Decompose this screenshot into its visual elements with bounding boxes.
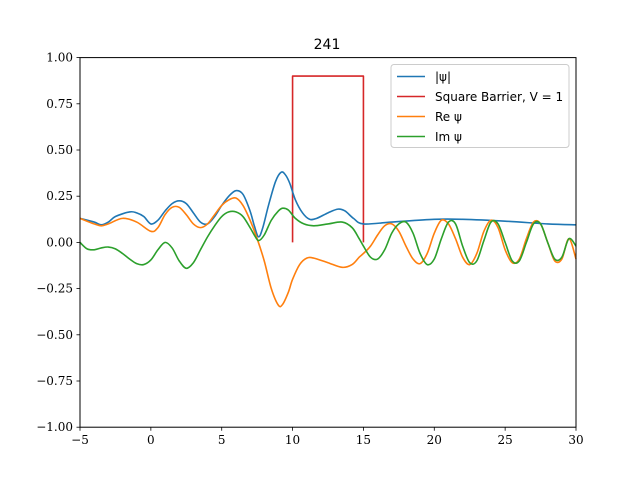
y-tick-label: −0.75	[36, 374, 73, 388]
y-tick-label: −0.50	[36, 328, 73, 342]
series-line-1	[291, 75, 365, 243]
legend-label: |ψ|	[435, 70, 451, 84]
y-tick-label: 0.00	[46, 235, 73, 249]
y-tick-label: 0.25	[46, 189, 73, 203]
plot-lines	[79, 75, 577, 308]
series-line-3	[79, 207, 577, 270]
y-axis: −1.00 −0.75 −0.50 −0.25 0.00 0.25 0.50 0.75 1.00	[36, 51, 80, 434]
y-tick-label: −0.25	[36, 282, 73, 296]
x-tick-label: 20	[427, 433, 442, 447]
series-line-2	[79, 196, 577, 308]
x-axis: −5 0 5 10 15 20 25 30	[71, 427, 584, 447]
x-tick-label: 15	[356, 433, 371, 447]
x-tick-label: −5	[71, 433, 89, 447]
x-tick-label: 0	[147, 433, 155, 447]
x-tick-label: 5	[218, 433, 226, 447]
series-line-0	[79, 171, 577, 238]
legend-label: Square Barrier, V = 1	[435, 90, 563, 104]
chart-title: 241	[314, 37, 341, 53]
legend-label: Re ψ	[435, 110, 462, 124]
y-tick-label: 1.00	[46, 51, 73, 65]
y-tick-label: 0.75	[46, 97, 73, 111]
y-tick-label: −1.00	[36, 420, 73, 434]
legend-label: Im ψ	[435, 130, 462, 144]
legend-box	[390, 64, 570, 148]
y-tick-label: 0.50	[46, 143, 73, 157]
legend: |ψ| Square Barrier, V = 1 Re ψ Im ψ	[390, 64, 570, 148]
x-tick-label: 25	[498, 433, 513, 447]
x-tick-label: 10	[285, 433, 300, 447]
x-tick-label: 30	[568, 433, 583, 447]
